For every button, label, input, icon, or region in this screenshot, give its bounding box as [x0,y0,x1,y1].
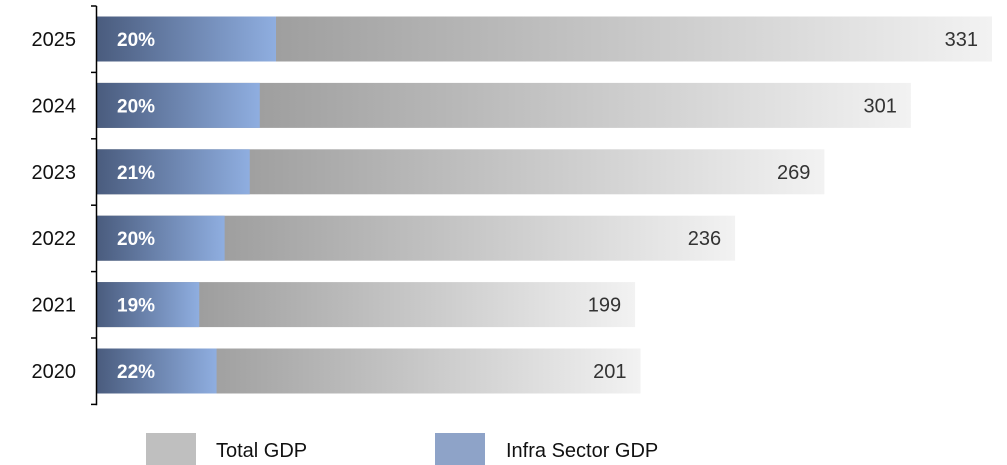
legend-label-infra-sector-gdp: Infra Sector GDP [506,440,658,462]
legend-label-total-gdp: Total GDP [216,440,307,462]
total-label-2021: 199 [588,295,621,317]
y-tick-label-2025: 2025 [32,29,77,51]
bar-infra-sector-gdp-2021 [97,282,200,328]
total-label-2022: 236 [688,228,721,250]
share-label-2025: 20% [117,30,155,51]
y-tick-label-2020: 2020 [32,361,77,383]
share-label-2020: 22% [117,362,155,383]
y-axis: 2025 2024 2023 2022 2021 2020 [32,5,98,406]
legend-swatch-total-gdp [146,433,196,465]
share-label-2023: 21% [117,163,155,184]
y-tick-label-2024: 2024 [32,95,77,117]
bar-infra-sector-gdp-2020 [97,348,217,394]
bars-group: 20% 331 20% 301 21% 269 20% 236 19% 199 22% 201 [97,16,992,394]
legend: Total GDP Infra Sector GDP [146,433,658,465]
total-label-2020: 201 [593,361,626,383]
share-label-2024: 20% [117,96,155,117]
total-label-2025: 331 [945,29,978,51]
bar-infra-sector-gdp-2022 [97,215,225,261]
legend-swatch-infra-sector-gdp [435,433,485,465]
y-tick-label-2023: 2023 [32,162,77,184]
total-label-2024: 301 [864,95,897,117]
bar-infra-sector-gdp-2024 [97,82,260,128]
bar-infra-sector-gdp-2025 [97,16,276,62]
y-tick-label-2021: 2021 [32,295,77,317]
share-label-2022: 20% [117,229,155,250]
share-label-2021: 19% [117,296,155,317]
y-tick-label-2022: 2022 [32,228,77,250]
bar-infra-sector-gdp-2023 [97,149,250,195]
total-label-2023: 269 [777,162,810,184]
